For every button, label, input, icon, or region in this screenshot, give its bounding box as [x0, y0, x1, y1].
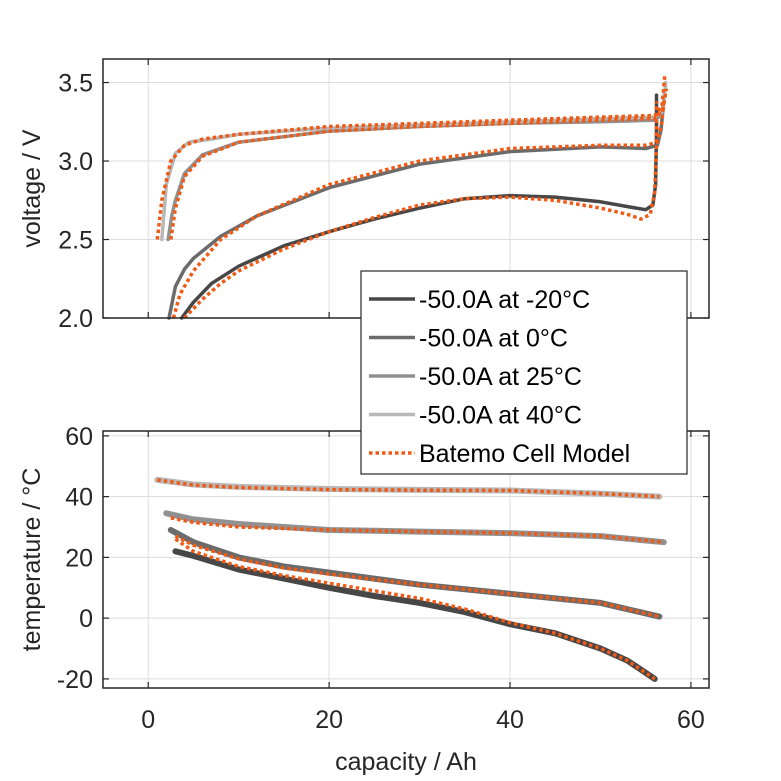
voltage-series — [155, 76, 669, 320]
series-line-batemo-cell-model-0degc — [174, 534, 660, 619]
temperature-ticks: 0 20 40 60 -20 0 20 40 60 — [57, 423, 709, 734]
legend-label: Batemo Cell Model — [419, 440, 630, 468]
series-line-batemo-cell-model-0degc — [171, 101, 666, 319]
y-tick-label: 2.5 — [58, 227, 93, 255]
temperature-plot: 0 20 40 60 -20 0 20 40 60 temperature / °C capac… — [18, 423, 710, 776]
legend-entry-50-0a-at-40degc: -50.0A at 40°C — [369, 402, 582, 430]
legend-label: -50.0A at 25°C — [419, 363, 582, 391]
temperature-series — [154, 476, 667, 682]
temperature-axis-label: temperature / °C — [18, 468, 46, 652]
y-tick-label: -20 — [57, 666, 93, 694]
y-tick-label: 40 — [65, 484, 93, 512]
x-tick-label: 20 — [315, 706, 343, 734]
legend-entry-50-0a-at-0degc: -50.0A at 0°C — [369, 325, 568, 353]
series-line-50-0a-at-40degc — [154, 476, 663, 500]
legend-label: -50.0A at -20°C — [419, 286, 590, 314]
legend: -50.0A at -20°C -50.0A at 0°C -50.0A at 25… — [360, 270, 688, 475]
y-tick-label: 3.5 — [58, 70, 93, 98]
series-line-batemo-cell-model-25degc — [169, 88, 669, 240]
capacity-axis-label: capacity / Ah — [335, 748, 477, 776]
x-tick-label: 40 — [496, 706, 524, 734]
legend-entry-50-0a-at-20degc: -50.0A at -20°C — [369, 286, 590, 314]
x-tick-label: 60 — [677, 706, 705, 734]
legend-entry-50-0a-at-25degc: -50.0A at 25°C — [369, 363, 582, 391]
voltage-axis-label: voltage / V — [18, 129, 46, 247]
series-line-batemo-cell-model-40degc — [157, 478, 660, 499]
voltage-ticks: 2.0 2.5 3.0 3.5 — [58, 59, 709, 333]
y-tick-label: 60 — [65, 423, 93, 451]
series-line-batemo-cell-model-40degc — [155, 76, 667, 240]
series-line-batemo-cell-model-20degc — [183, 101, 659, 320]
series-line-50-0a-at-20degc — [172, 548, 658, 682]
legend-entry-batemo-cell-model: Batemo Cell Model — [369, 440, 630, 468]
x-tick-label: 0 — [141, 706, 155, 734]
legend-label: -50.0A at 40°C — [419, 402, 582, 430]
y-tick-label: 2.0 — [58, 305, 93, 333]
legend-box — [360, 270, 688, 475]
y-tick-label: 3.0 — [58, 148, 93, 176]
y-tick-label: 0 — [79, 605, 93, 633]
y-tick-label: 20 — [65, 544, 93, 572]
series-line-batemo-cell-model-25degc — [170, 516, 664, 544]
voltage-plot: 2.0 2.5 3.0 3.5 voltage / V — [18, 58, 710, 333]
legend-label: -50.0A at 0°C — [419, 325, 568, 353]
series-line-50-0a-at-25degc — [163, 510, 667, 546]
